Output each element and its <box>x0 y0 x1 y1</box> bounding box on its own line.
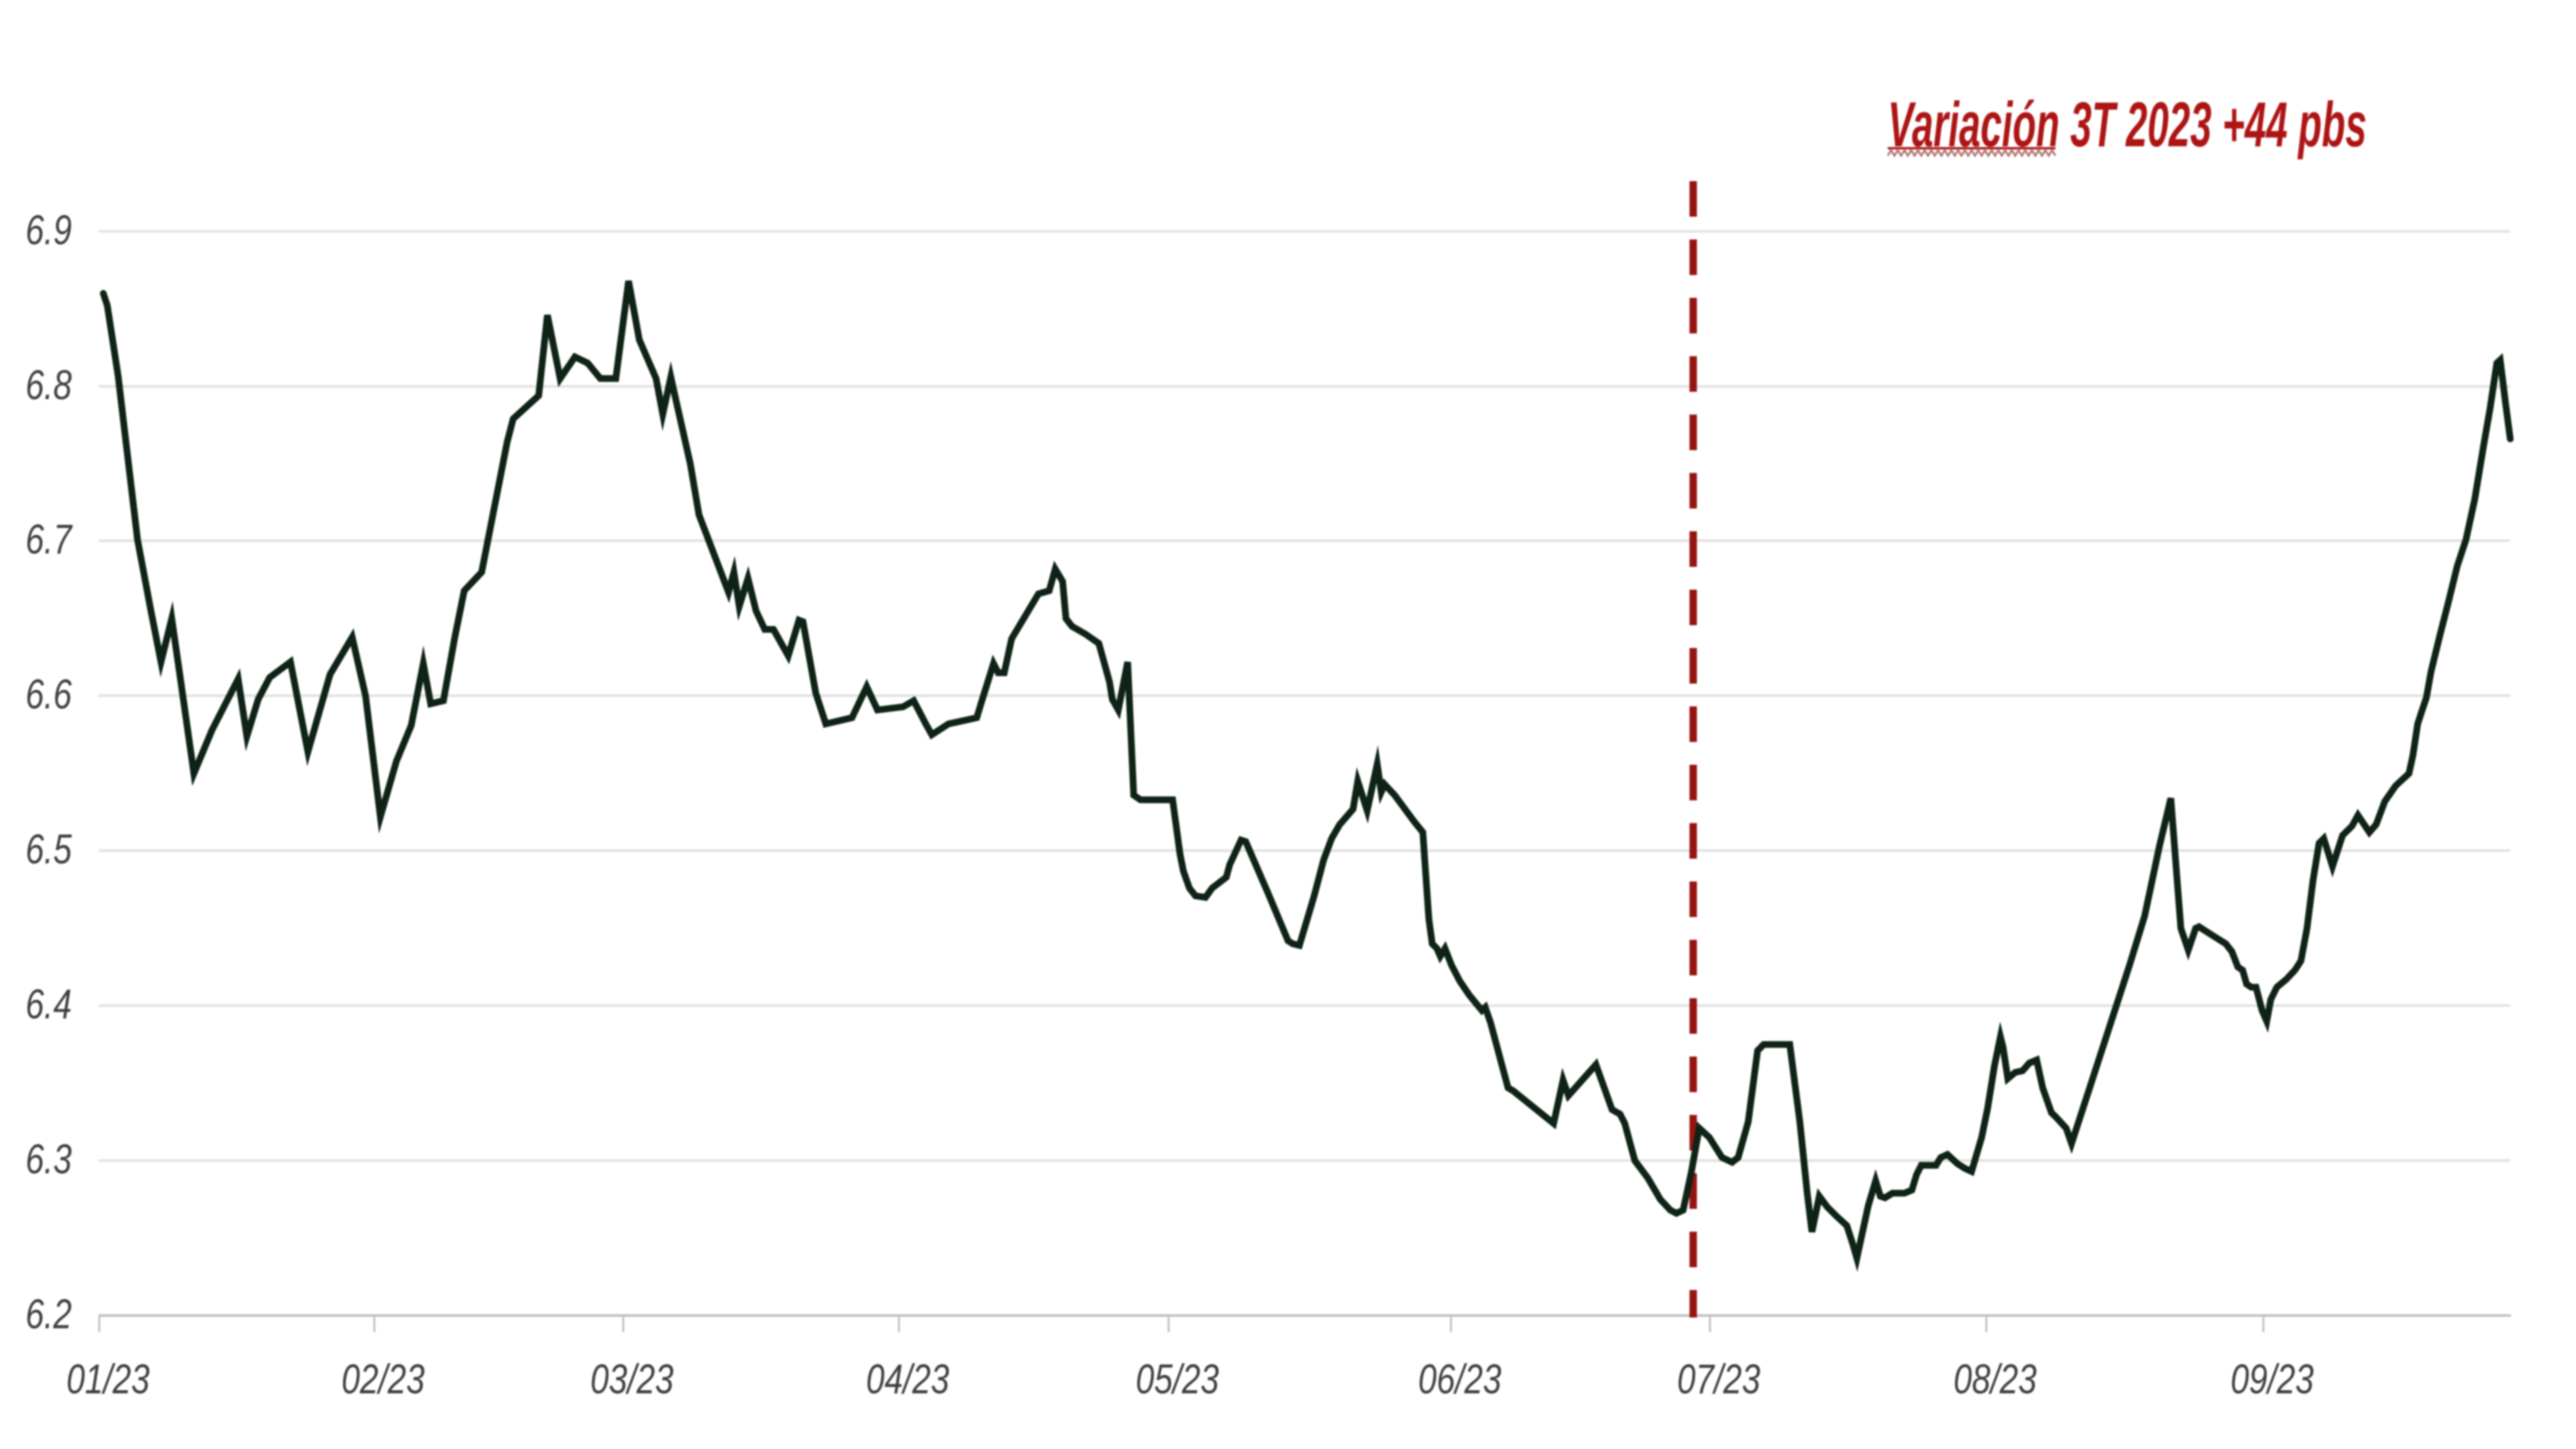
svg-text:01/23: 01/23 <box>66 1356 150 1403</box>
svg-text:05/23: 05/23 <box>1136 1356 1219 1403</box>
svg-text:Variación 3T 2023 +44 pbs: Variación 3T 2023 +44 pbs <box>1888 89 2367 160</box>
svg-text:6.8: 6.8 <box>25 362 72 409</box>
svg-text:6.6: 6.6 <box>25 672 72 718</box>
svg-text:08/23: 08/23 <box>1953 1356 2037 1403</box>
svg-text:6.3: 6.3 <box>25 1136 72 1183</box>
svg-text:06/23: 06/23 <box>1418 1356 1501 1403</box>
svg-text:6.2: 6.2 <box>25 1291 72 1338</box>
svg-text:04/23: 04/23 <box>866 1356 949 1403</box>
svg-text:6.4: 6.4 <box>25 981 72 1028</box>
svg-text:6.5: 6.5 <box>25 826 72 873</box>
svg-text:6.7: 6.7 <box>25 517 73 563</box>
svg-text:09/23: 09/23 <box>2231 1356 2314 1403</box>
svg-text:02/23: 02/23 <box>341 1356 425 1403</box>
svg-text:6.9: 6.9 <box>25 207 72 254</box>
svg-text:07/23: 07/23 <box>1677 1356 1760 1403</box>
svg-text:03/23: 03/23 <box>590 1356 674 1403</box>
